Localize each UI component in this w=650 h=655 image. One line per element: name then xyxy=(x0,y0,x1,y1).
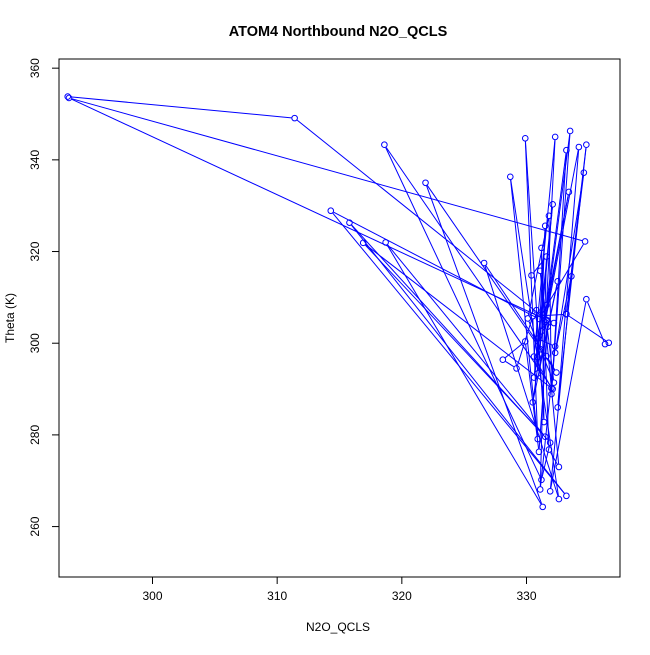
y-tick-label: 260 xyxy=(28,516,42,536)
y-tick-label: 280 xyxy=(28,425,42,445)
x-axis-label: N2O_QCLS xyxy=(306,620,370,634)
y-tick-label: 340 xyxy=(28,150,42,170)
y-tick-label: 360 xyxy=(28,58,42,78)
x-tick-label: 330 xyxy=(516,589,536,603)
x-tick-label: 310 xyxy=(267,589,287,603)
x-tick-label: 300 xyxy=(142,589,162,603)
y-tick-label: 300 xyxy=(28,333,42,353)
y-tick-label: 320 xyxy=(28,241,42,261)
x-tick-label: 320 xyxy=(392,589,412,603)
chart-title: ATOM4 Northbound N2O_QCLS xyxy=(229,24,448,40)
y-axis-label: Theta (K) xyxy=(3,293,17,343)
